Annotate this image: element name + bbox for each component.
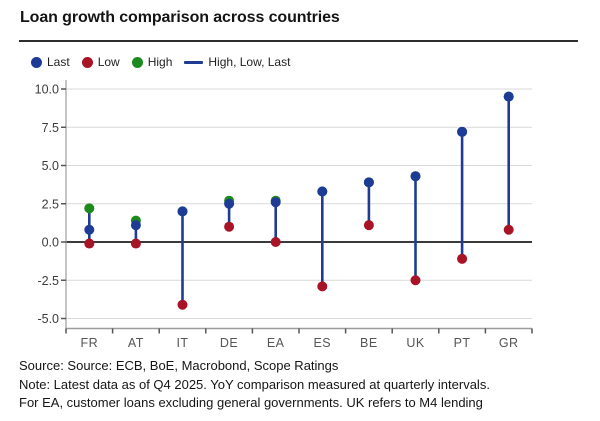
low-dot-ES: [317, 281, 328, 292]
low-dot-UK: [410, 275, 421, 286]
y-tick-label--5: -5.0: [37, 312, 59, 326]
x-label-DE: DE: [220, 336, 238, 350]
x-label-AT: AT: [128, 336, 144, 350]
y-tick-label-2.5: 2.5: [42, 197, 59, 211]
title-divider: [19, 40, 578, 42]
low-dot-PT: [457, 253, 468, 264]
high-dot-FR: [84, 203, 95, 214]
low-dot-EA: [270, 237, 281, 247]
legend-label-high: High: [147, 55, 173, 69]
chart-legend: Last Low High High, Low, Last: [31, 55, 290, 69]
last-dot-DE: [224, 198, 235, 209]
last-dot-FR: [84, 224, 95, 235]
last-dot-ES: [317, 186, 328, 197]
x-label-IT: IT: [176, 336, 188, 350]
last-dot-PT: [457, 126, 468, 137]
x-label-UK: UK: [406, 336, 425, 350]
last-dot-IT: [177, 206, 188, 217]
last-dot-AT: [130, 220, 141, 231]
low-dot-DE: [224, 221, 235, 232]
legend-label-last: Last: [47, 55, 70, 69]
y-tick-label--2.5: -2.5: [37, 274, 59, 288]
note-line-2: For EA, customer loans excluding general…: [19, 395, 483, 410]
x-label-PT: PT: [454, 336, 471, 350]
low-dot-GR: [503, 224, 514, 235]
legend-item-range: High, Low, Last: [184, 55, 290, 69]
legend-item-high: High: [131, 55, 173, 69]
last-dot-icon: [31, 56, 42, 68]
last-dot-UK: [410, 171, 421, 182]
high-dot-icon: [131, 56, 143, 68]
low-dot-BE: [363, 220, 374, 231]
chart-footnotes: Source: Source: ECB, BoE, Macrobond, Sco…: [19, 357, 490, 413]
last-dot-BE: [363, 177, 374, 188]
y-tick-label-5: 5.0: [42, 159, 59, 173]
last-dot-EA: [270, 197, 281, 208]
x-label-ES: ES: [313, 336, 331, 350]
note-line-1: Note: Latest data as of Q4 2025. YoY com…: [19, 376, 490, 392]
low-dot-icon: [81, 56, 93, 68]
y-tick-label-10: 10.0: [35, 83, 59, 97]
last-dot-GR: [503, 91, 514, 102]
range-line-icon: [184, 60, 204, 64]
source-line: Source: Source: ECB, BoE, Macrobond, Sco…: [19, 358, 339, 373]
x-label-FR: FR: [80, 336, 98, 350]
x-label-BE: BE: [360, 336, 378, 350]
legend-item-low: Low: [81, 55, 120, 69]
low-dot-AT: [130, 238, 141, 249]
y-tick-label-7.5: 7.5: [42, 121, 59, 135]
y-tick-label-0: 0.0: [42, 236, 59, 250]
low-dot-IT: [177, 299, 188, 310]
x-label-EA: EA: [267, 336, 285, 350]
legend-label-range: High, Low, Last: [208, 55, 291, 69]
page-title: Loan growth comparison across countries: [20, 9, 340, 26]
legend-label-low: Low: [97, 55, 120, 69]
x-label-GR: GR: [499, 336, 519, 350]
legend-item-last: Last: [31, 55, 70, 69]
low-dot-FR: [84, 238, 95, 249]
